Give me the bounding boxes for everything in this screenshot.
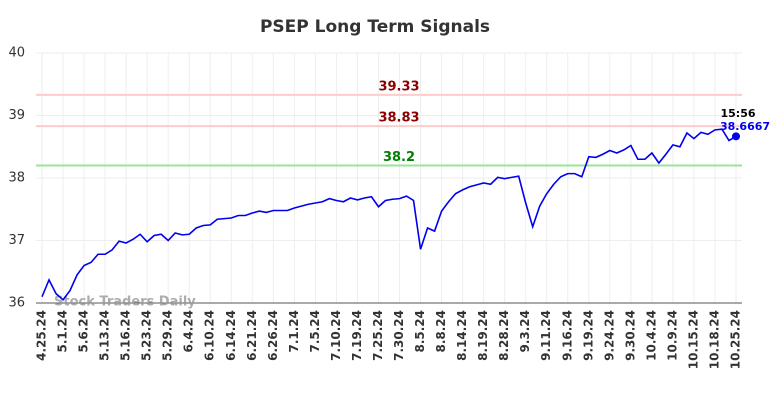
x-tick-label: 7.10.24 [329, 310, 343, 361]
x-tick-label: 5.16.24 [119, 310, 133, 361]
x-tick-label: 10.15.24 [686, 310, 700, 369]
x-tick-label: 7.30.24 [392, 310, 406, 361]
x-tick-label: 7.25.24 [371, 310, 385, 361]
x-tick-label: 10.9.24 [665, 310, 679, 361]
x-tick-label: 6.14.24 [224, 310, 238, 361]
x-tick-label: 6.4.24 [182, 310, 196, 353]
x-tick-label: 8.8.24 [434, 310, 448, 353]
y-tick-label: 40 [8, 46, 25, 61]
x-tick-label: 9.19.24 [581, 310, 595, 361]
y-tick-label: 39 [8, 108, 25, 123]
x-tick-label: 5.23.24 [140, 310, 154, 361]
x-tick-label: 9.3.24 [518, 310, 532, 353]
x-tick-label: 9.11.24 [539, 310, 553, 361]
x-tick-label: 9.24.24 [602, 310, 616, 361]
x-tick-label: 10.18.24 [707, 310, 721, 369]
last-point [732, 132, 740, 141]
x-tick-label: 4.25.24 [35, 310, 49, 361]
price-line [41, 128, 737, 302]
signal-label: 38.83 [378, 111, 419, 126]
x-tick-label: 10.4.24 [644, 310, 658, 361]
x-tick-label: 8.14.24 [455, 310, 469, 361]
x-tick-label: 8.19.24 [476, 310, 490, 361]
x-tick-label: 6.26.24 [266, 310, 280, 361]
x-tick-label: 9.16.24 [560, 310, 574, 361]
x-tick-label: 5.29.24 [161, 310, 175, 361]
signal-label: 38.2 [383, 150, 415, 165]
last-time: 15:56 [720, 107, 755, 120]
y-tick-label: 38 [8, 171, 25, 186]
x-tick-label: 5.13.24 [98, 310, 112, 361]
x-tick-label: 7.19.24 [350, 310, 364, 361]
last-value: 38.6667 [720, 120, 770, 133]
signal-label: 39.33 [378, 79, 419, 94]
x-tick-label: 10.25.24 [729, 310, 743, 369]
x-tick-label: 6.21.24 [245, 310, 259, 361]
y-tick-label: 36 [8, 296, 25, 311]
x-tick-label: 5.6.24 [77, 310, 91, 353]
x-tick-label: 8.28.24 [497, 310, 511, 361]
x-tick-label: 8.5.24 [413, 310, 427, 353]
x-tick-label: 7.5.24 [308, 310, 322, 353]
x-tick-label: 5.1.24 [56, 310, 70, 353]
x-tick-label: 6.10.24 [203, 310, 217, 361]
x-tick-label: 7.1.24 [287, 310, 301, 353]
chart-title: PSEP Long Term Signals [260, 17, 490, 37]
x-tick-label: 9.30.24 [623, 310, 637, 361]
watermark: Stock Traders Daily [54, 295, 196, 310]
y-tick-label: 37 [8, 233, 25, 248]
